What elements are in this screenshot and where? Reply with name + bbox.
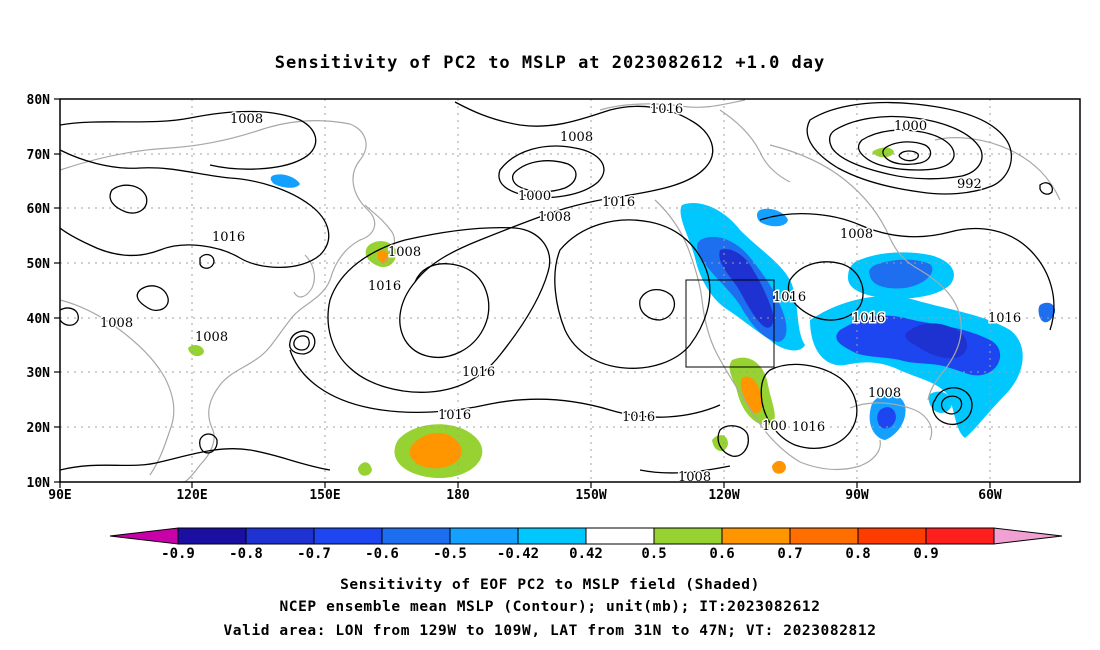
colorbar-tick-label: -0.6 xyxy=(365,546,399,562)
contour-label: 1008 xyxy=(100,316,133,331)
colorbar-swatch xyxy=(245,527,315,545)
contour-label: 1016 xyxy=(622,410,655,425)
lon-tick-label: 120W xyxy=(708,488,739,503)
tick-marks xyxy=(54,98,991,488)
contour-label-group: 1008 1016 1008 1000 1008 1016 1016 1008 … xyxy=(99,101,1023,485)
caption-line: Valid area: LON from 129W to 109W, LAT f… xyxy=(223,623,876,639)
contour-label: 1016 xyxy=(852,311,885,326)
lon-tick-label: 90E xyxy=(48,488,71,503)
map-plot-area: 1008 1016 1008 1000 1008 1016 1016 1008 … xyxy=(60,99,1080,485)
colorbar-swatch xyxy=(517,527,587,545)
contour-label: 1016 xyxy=(650,102,683,117)
colorbar-swatch xyxy=(653,527,723,545)
lon-tick-label: 180 xyxy=(446,488,470,503)
contour-label: 1016 xyxy=(438,408,471,423)
contour-label: 1016 xyxy=(368,279,401,294)
plot-frame xyxy=(59,98,1081,483)
contour-label: 1000 xyxy=(518,189,551,204)
lon-tick-label: 60W xyxy=(978,488,1002,503)
lat-tick-label: 10N xyxy=(27,476,51,491)
colorbar-swatch xyxy=(449,527,519,545)
colorbar-tick-label: -0.5 xyxy=(433,546,467,562)
lat-tick-label: 50N xyxy=(27,257,51,272)
contour-label: 1016 xyxy=(462,365,495,380)
colorbar-tick-label: 0.7 xyxy=(777,546,802,562)
figure-caption: Sensitivity of EOF PC2 to MSLP field (Sh… xyxy=(223,577,876,639)
colorbar-swatch xyxy=(177,527,247,545)
caption-line: Sensitivity of EOF PC2 to MSLP field (Sh… xyxy=(340,577,760,593)
colorbar-swatch xyxy=(585,527,655,545)
lon-tick-label: 150W xyxy=(575,488,606,503)
contour-label: 1008 xyxy=(538,210,571,225)
lat-tick-label: 80N xyxy=(27,93,51,108)
colorbar-tick-label: -0.8 xyxy=(229,546,263,562)
colorbar-tick-label: -0.9 xyxy=(161,546,195,562)
contour-label: 1008 xyxy=(678,470,711,485)
colorbar-swatch-high xyxy=(993,527,1063,545)
sensitivity-shading xyxy=(188,147,1056,478)
lat-tick-label: 40N xyxy=(27,312,51,327)
colorbar-tick-label: 0.42 xyxy=(569,546,603,562)
colorbar-swatch xyxy=(381,527,451,545)
colorbar-labels: -0.9 -0.8 -0.7 -0.6 -0.5 -0.42 0.42 0.5 0.6 0.7 0.… xyxy=(161,546,939,562)
colorbar-swatch xyxy=(925,527,995,545)
valid-area-box xyxy=(685,279,775,368)
contour-label: 1008 xyxy=(388,245,421,260)
lat-tick-label: 60N xyxy=(27,202,51,217)
contour-label: 1016 xyxy=(988,311,1021,326)
contour-label: 1008 xyxy=(840,227,873,242)
contour-label: 1000 xyxy=(894,119,927,134)
lat-axis-labels: 80N 70N 60N 50N 40N 30N 20N 10N xyxy=(27,93,51,491)
lat-tick-label: 70N xyxy=(27,148,51,163)
colorbar-tick-label: 0.5 xyxy=(641,546,666,562)
mslp-contours xyxy=(60,101,1055,474)
contour-label: 1016 xyxy=(773,290,806,305)
colorbar-tick-label: 0.6 xyxy=(709,546,734,562)
colorbar-swatch xyxy=(857,527,927,545)
colorbar-swatch xyxy=(789,527,859,545)
figure-title: Sensitivity of PC2 to MSLP at 2023082612… xyxy=(275,53,826,73)
colorbar-swatch xyxy=(721,527,791,545)
contour-label: 1016 xyxy=(602,195,635,210)
coastlines xyxy=(60,99,1061,482)
lat-tick-label: 20N xyxy=(27,421,51,436)
lat-lon-grid xyxy=(60,99,1080,482)
contour-label: 1008 xyxy=(230,112,263,127)
contour-label: 1016 xyxy=(792,420,825,435)
lon-tick-label: 150E xyxy=(309,488,340,503)
colorbar-tick-label: -0.7 xyxy=(297,546,331,562)
lon-axis-labels: 90E 120E 150E 180 150W 120W 90W 60W xyxy=(48,488,1002,503)
colorbar xyxy=(109,527,1063,545)
lat-tick-label: 30N xyxy=(27,366,51,381)
colorbar-swatch-low xyxy=(109,527,179,545)
contour-label: 1016 xyxy=(212,230,245,245)
colorbar-tick-label: 0.9 xyxy=(913,546,938,562)
colorbar-tick-label: -0.42 xyxy=(497,546,539,562)
caption-line: NCEP ensemble mean MSLP (Contour); unit(… xyxy=(279,599,820,615)
contour-label: 100 xyxy=(762,419,787,434)
lon-tick-label: 90W xyxy=(845,488,869,503)
colorbar-tick-label: 0.8 xyxy=(845,546,870,562)
contour-label: 1008 xyxy=(560,130,593,145)
lon-tick-label: 120E xyxy=(176,488,207,503)
contour-label: 1008 xyxy=(868,386,901,401)
contour-label: 1008 xyxy=(195,330,228,345)
colorbar-swatch xyxy=(313,527,383,545)
contour-label: 992 xyxy=(957,177,982,192)
